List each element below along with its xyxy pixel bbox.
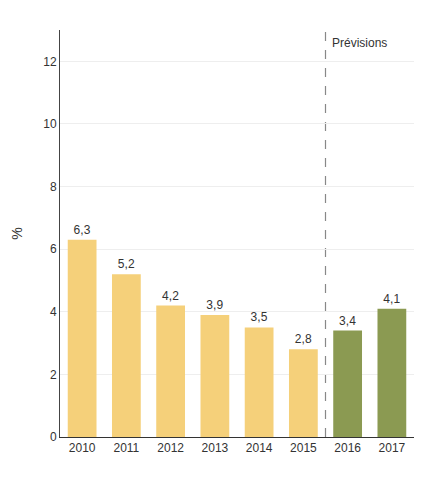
svg-text:6: 6 [50, 242, 57, 256]
svg-text:3,5: 3,5 [251, 310, 268, 324]
svg-text:8: 8 [50, 180, 57, 194]
svg-text:10: 10 [43, 117, 57, 131]
svg-text:2016: 2016 [334, 441, 361, 455]
svg-text:12: 12 [43, 55, 57, 69]
svg-text:4,1: 4,1 [383, 292, 400, 306]
svg-text:2,8: 2,8 [295, 332, 312, 346]
svg-text:2017: 2017 [379, 441, 406, 455]
svg-text:6,3: 6,3 [74, 223, 91, 237]
svg-text:3,4: 3,4 [339, 314, 356, 328]
svg-text:5,2: 5,2 [118, 257, 135, 271]
svg-text:2014: 2014 [246, 441, 273, 455]
svg-text:4,2: 4,2 [162, 289, 179, 303]
svg-text:2: 2 [50, 368, 57, 382]
svg-text:0: 0 [50, 430, 57, 444]
svg-text:2013: 2013 [202, 441, 229, 455]
svg-text:%: % [9, 227, 25, 239]
svg-text:2010: 2010 [69, 441, 96, 455]
svg-text:4: 4 [50, 305, 57, 319]
svg-text:2011: 2011 [113, 441, 139, 455]
svg-text:3,9: 3,9 [206, 298, 223, 312]
svg-text:2015: 2015 [290, 441, 317, 455]
svg-text:Prévisions: Prévisions [332, 36, 387, 50]
svg-text:2012: 2012 [157, 441, 184, 455]
